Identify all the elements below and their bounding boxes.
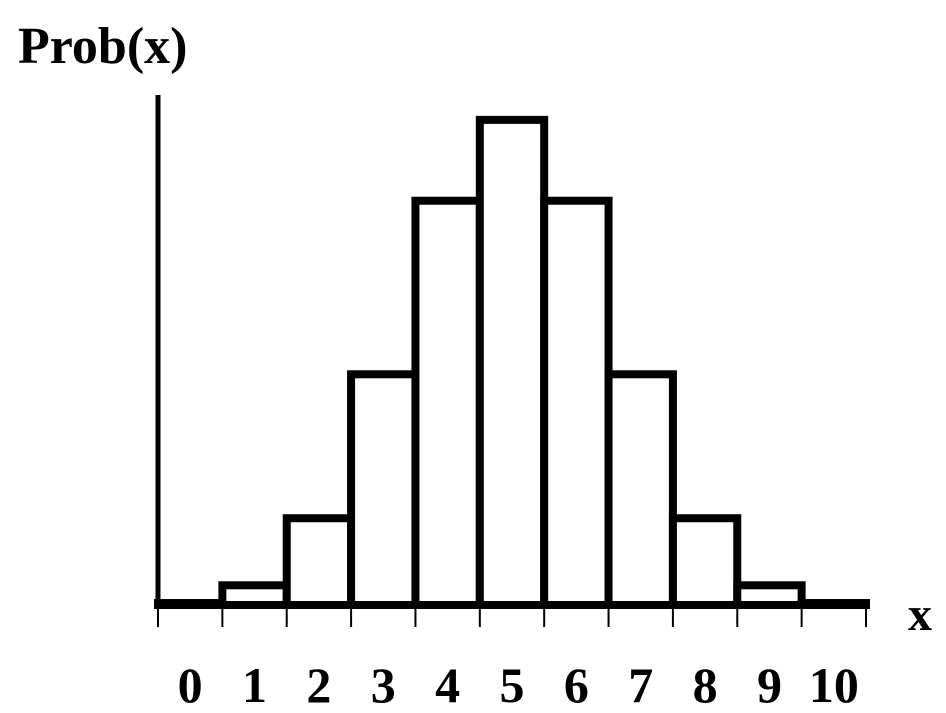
x-tick-label-5: 5: [500, 657, 525, 713]
x-axis-title: x: [908, 588, 932, 641]
bar-1: [218, 581, 291, 610]
x-tick-label-9: 9: [757, 657, 782, 713]
y-axis-title: Prob(x): [18, 18, 187, 75]
bar-9: [733, 581, 806, 610]
x-tick-label-7: 7: [628, 657, 653, 713]
bar-4: [411, 196, 484, 610]
x-axis-tick-labels: 0 1 2 3 4 5 6 7 8 9 10: [178, 657, 859, 713]
x-tick-label-6: 6: [564, 657, 589, 713]
x-tick-label-3: 3: [371, 657, 396, 713]
x-tick-label-4: 4: [435, 657, 460, 713]
x-tick-label-1: 1: [242, 657, 267, 713]
x-tick-label-10: 10: [809, 657, 859, 713]
x-tick-label-0: 0: [178, 657, 203, 713]
x-tick-label-8: 8: [693, 657, 718, 713]
bar-6: [540, 196, 613, 610]
bar-3: [347, 370, 420, 609]
bar-5: [475, 115, 549, 609]
bar-8: [668, 514, 742, 609]
x-axis-ticks: [157, 605, 867, 627]
bar-7: [604, 370, 677, 609]
x-tick-label-2: 2: [306, 657, 331, 713]
bar-2: [282, 514, 356, 609]
bars: [154, 115, 870, 610]
